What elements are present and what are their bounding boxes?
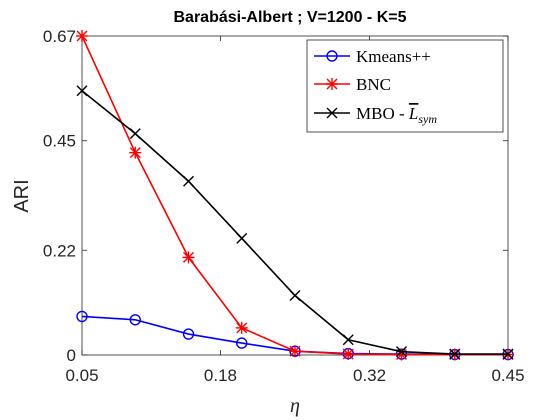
legend-samples [314, 50, 350, 119]
x-axis-label: η [290, 395, 300, 417]
data-point [76, 310, 88, 323]
chart-title: Barabási-Albert ; V=1200 - K=5 [174, 9, 407, 26]
data-point [502, 348, 514, 360]
y-axis-label: ARI [11, 179, 33, 212]
legend-entry-kmeans: Kmeans++ [356, 47, 431, 66]
data-point [129, 146, 142, 159]
legend-entry-mbo-math: L [408, 104, 418, 123]
data-point [289, 345, 301, 358]
y-tick-label: 0.45 [43, 132, 76, 151]
x-axis: 0.05 0.18 0.32 0.45 [65, 36, 525, 385]
y-axis: 0 0.22 0.45 0.67 [43, 27, 508, 365]
series-layer [76, 30, 514, 361]
data-point [236, 337, 248, 349]
x-tick-label: 0.18 [204, 366, 237, 385]
legend: Kmeans++ BNC MBO - Lsym [306, 39, 504, 133]
legend-entry-mbo: MBO - Lsym [356, 104, 437, 126]
data-point [182, 328, 195, 340]
legend-entry-mbo-sub: sym [418, 112, 437, 126]
legend-marker [326, 50, 338, 62]
y-tick-label: 0.67 [43, 27, 76, 46]
data-point [342, 334, 354, 346]
series-2 [76, 85, 514, 360]
data-point [76, 30, 88, 42]
data-point [76, 85, 88, 97]
x-tick-label: 0.32 [353, 366, 386, 385]
legend-marker [326, 107, 338, 119]
y-tick-label: 0 [67, 346, 76, 365]
data-point [183, 175, 194, 187]
legend-entry-mbo-text: MBO - [356, 104, 409, 123]
x-tick-label: 0.05 [65, 366, 98, 385]
legend-entry-bnc: BNC [356, 75, 391, 94]
legend-marker [326, 78, 338, 90]
data-point [289, 289, 301, 301]
x-tick-label: 0.45 [491, 366, 524, 385]
data-point [396, 346, 407, 358]
data-point [449, 348, 461, 360]
data-point [182, 251, 195, 264]
y-tick-label: 0.22 [43, 241, 76, 260]
data-point [235, 321, 248, 334]
data-point [129, 128, 141, 140]
data-point [236, 232, 248, 244]
data-point [342, 348, 355, 361]
data-point [129, 314, 141, 326]
